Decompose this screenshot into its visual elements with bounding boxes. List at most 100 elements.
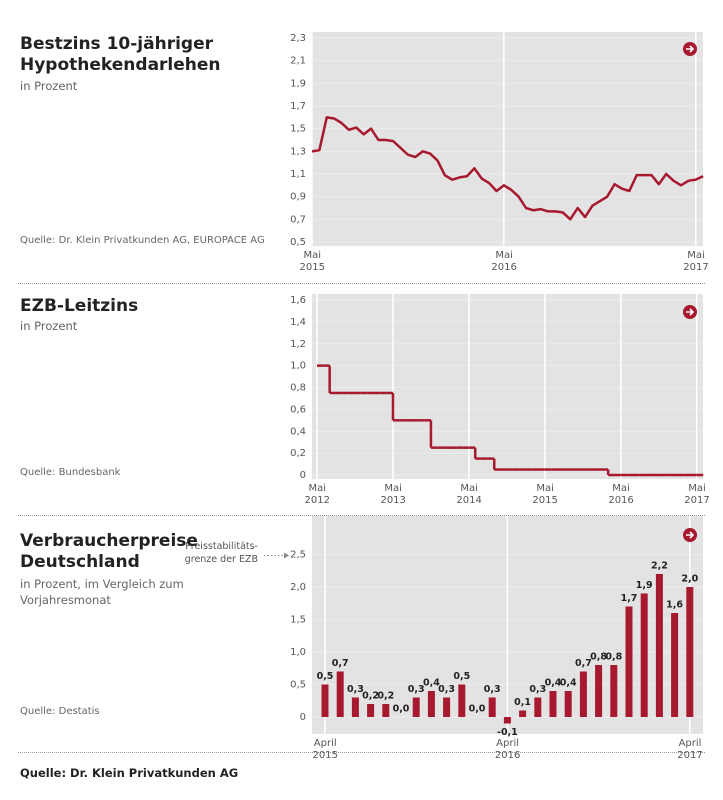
value-label: 0,0 xyxy=(393,704,410,715)
link-icon-arrow xyxy=(686,531,695,539)
value-label: 1,7 xyxy=(621,593,638,604)
bar xyxy=(321,684,329,717)
bar xyxy=(519,710,527,717)
value-label: 0,2 xyxy=(362,691,379,702)
chart-subtitle: in Prozent xyxy=(20,79,78,93)
x-tick-label: April 2017 xyxy=(677,738,703,761)
y-tick-label: 1,0 xyxy=(290,647,306,658)
x-tick-label: April 2015 xyxy=(312,738,338,761)
value-label: 0,7 xyxy=(332,658,349,669)
link-icon-arrow xyxy=(686,308,695,316)
value-label: 0,3 xyxy=(484,684,501,695)
y-tick-label: 0,8 xyxy=(290,383,306,394)
separator xyxy=(18,283,705,284)
y-tick-label: 2,1 xyxy=(290,56,306,67)
value-label: 0,4 xyxy=(423,678,440,689)
y-tick-label: 0 xyxy=(300,470,306,481)
y-tick-label: 2,5 xyxy=(290,550,306,561)
bar xyxy=(412,697,420,717)
chart-title: EZB-Leitzins xyxy=(20,296,139,316)
line xyxy=(311,116,704,221)
y-tick-label: 0,7 xyxy=(290,214,306,225)
bar xyxy=(367,704,375,717)
chart-title: Bestzins 10-jähriger Hypothekendarlehen xyxy=(20,34,221,75)
y-tick-label: 1,0 xyxy=(290,361,306,372)
bar xyxy=(351,697,359,717)
bar xyxy=(595,665,603,717)
bar xyxy=(458,684,466,717)
bar xyxy=(503,717,511,724)
bar xyxy=(686,587,694,717)
separator xyxy=(18,515,705,516)
y-tick-label: 0,9 xyxy=(290,192,306,203)
value-label: 0,3 xyxy=(529,684,546,695)
value-label: 0,4 xyxy=(545,678,562,689)
chart-title: Verbraucherpreise Deutschland xyxy=(20,531,198,572)
chart-subtitle: in Prozent, im Vergleich zum Vorjahresmo… xyxy=(20,577,184,607)
value-label: -0,1 xyxy=(497,727,518,738)
value-label: 0,8 xyxy=(590,652,607,663)
x-tick-label: Mai 2016 xyxy=(608,483,634,506)
y-tick-label: 0 xyxy=(300,712,306,723)
y-tick-label: 1,4 xyxy=(290,317,306,328)
chart-source: Quelle: Dr. Klein Privatkunden AG, EUROP… xyxy=(20,235,265,246)
value-label: 0,4 xyxy=(560,678,577,689)
annotation: grenze der EZB xyxy=(185,554,258,565)
value-label: 0,3 xyxy=(438,684,455,695)
y-tick-label: 1,7 xyxy=(290,101,306,112)
value-label: 2,0 xyxy=(681,574,698,585)
value-label: 2,2 xyxy=(651,561,668,572)
chart-source: Quelle: Bundesbank xyxy=(20,467,121,478)
y-tick-label: 0,5 xyxy=(290,237,306,248)
y-tick-label: 0,6 xyxy=(290,404,306,415)
value-label: 0,8 xyxy=(605,652,622,663)
separator xyxy=(18,752,705,753)
y-tick-label: 0,5 xyxy=(290,680,306,691)
plot-background xyxy=(312,294,703,479)
chart-source: Quelle: Destatis xyxy=(20,706,100,717)
y-tick-label: 1,9 xyxy=(290,78,306,89)
bar xyxy=(640,593,648,717)
bar xyxy=(625,606,633,717)
footer: Quelle: Dr. Klein Privatkunden AG xyxy=(20,766,239,780)
bar xyxy=(671,613,679,717)
link-icon-arrow xyxy=(686,45,695,53)
x-tick-label: Mai 2017 xyxy=(683,250,709,273)
x-tick-label: Mai 2014 xyxy=(456,483,482,506)
bar xyxy=(382,704,390,717)
bar xyxy=(564,691,572,717)
y-tick-label: 0,2 xyxy=(290,448,306,459)
x-tick-label: Mai 2013 xyxy=(380,483,406,506)
bar xyxy=(579,671,587,717)
x-tick-label: Mai 2012 xyxy=(304,483,330,506)
bar xyxy=(336,671,344,717)
plot-background xyxy=(312,32,703,246)
y-tick-label: 0,4 xyxy=(290,426,306,437)
bar xyxy=(488,697,496,717)
value-label: 0,1 xyxy=(514,697,531,708)
annotation: Preisstabilitäts- xyxy=(185,541,258,552)
bar xyxy=(427,691,435,717)
value-label: 0,3 xyxy=(408,684,425,695)
bar xyxy=(549,691,557,717)
bar xyxy=(534,697,542,717)
x-tick-label: Mai 2016 xyxy=(491,250,517,273)
x-tick-label: Mai 2017 xyxy=(684,483,710,506)
y-tick-label: 2,0 xyxy=(290,582,306,593)
x-tick-label: April 2016 xyxy=(494,738,521,761)
value-label: 0,3 xyxy=(347,684,364,695)
bar xyxy=(610,665,618,717)
value-label: 1,9 xyxy=(636,580,653,591)
bar xyxy=(443,697,451,717)
value-label: 0,7 xyxy=(575,658,592,669)
x-tick-label: Mai 2015 xyxy=(299,250,325,273)
chart-subtitle: in Prozent xyxy=(20,319,78,333)
value-label: 0,2 xyxy=(377,691,394,702)
y-tick-label: 1,6 xyxy=(290,295,306,306)
value-label: 1,6 xyxy=(666,600,683,611)
y-tick-label: 1,5 xyxy=(290,124,306,135)
value-label: 0,5 xyxy=(453,671,470,682)
x-tick-label: Mai 2015 xyxy=(532,483,558,506)
value-label: 0,5 xyxy=(317,671,334,682)
